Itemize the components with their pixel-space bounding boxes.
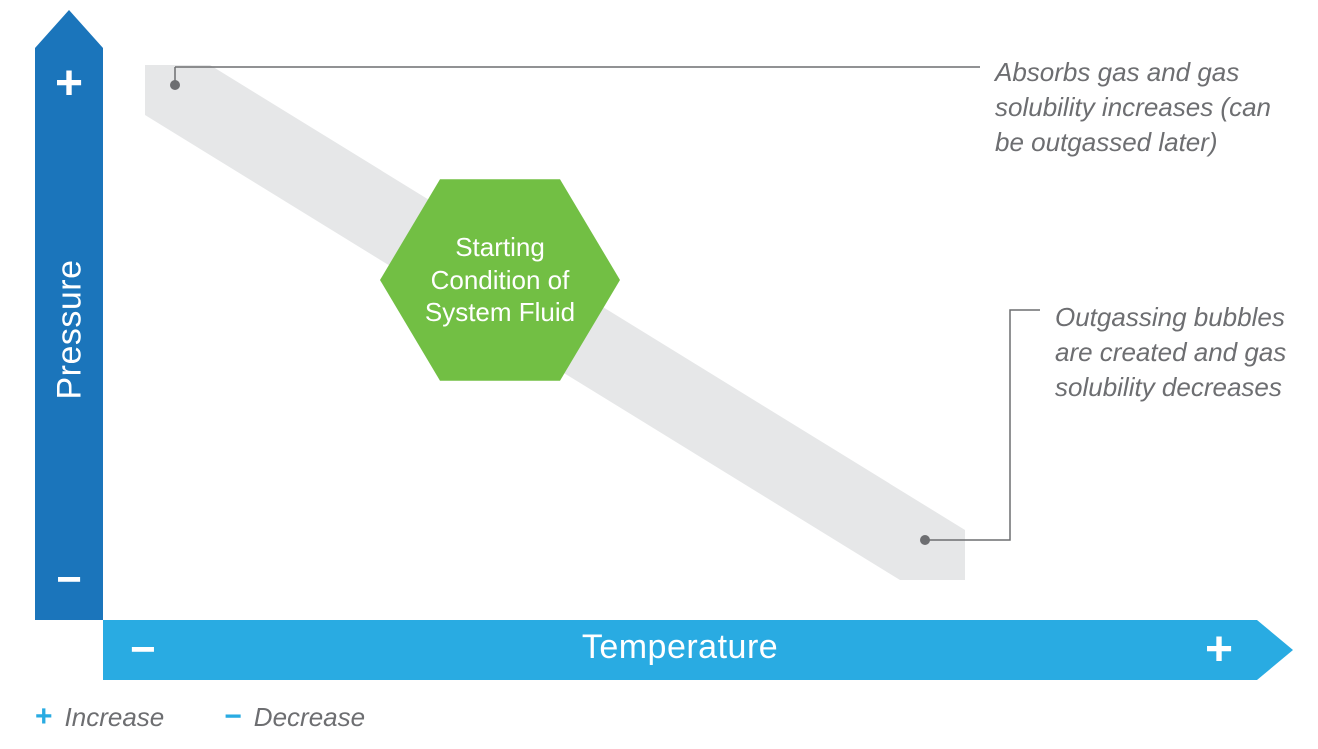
x-axis-arrowhead	[1257, 620, 1293, 680]
hexagon-text: Starting Condition of System Fluid	[398, 231, 602, 329]
legend-decrease-label: Decrease	[254, 702, 365, 733]
legend-increase: + Increase	[35, 700, 164, 734]
x-axis-plus-icon: +	[1205, 620, 1233, 680]
legend-increase-label: Increase	[65, 702, 165, 733]
legend-decrease: − Decrease	[224, 700, 365, 734]
x-axis-label: Temperature	[103, 628, 1257, 667]
plus-icon: +	[35, 700, 53, 734]
diagram-container: + Pressure − − Temperature + Starting Co…	[35, 10, 1295, 670]
annotation-absorbs-gas: Absorbs gas and gas solubility increases…	[995, 55, 1305, 160]
y-axis-plus-icon: +	[35, 60, 103, 108]
y-axis-label: Pressure	[51, 245, 90, 415]
annotation-outgassing: Outgassing bubbles are created and gas s…	[1055, 300, 1305, 405]
y-axis-minus-icon: −	[35, 558, 103, 602]
minus-icon: −	[224, 700, 242, 734]
y-axis-arrowhead	[35, 10, 103, 48]
legend: + Increase − Decrease	[35, 700, 365, 734]
